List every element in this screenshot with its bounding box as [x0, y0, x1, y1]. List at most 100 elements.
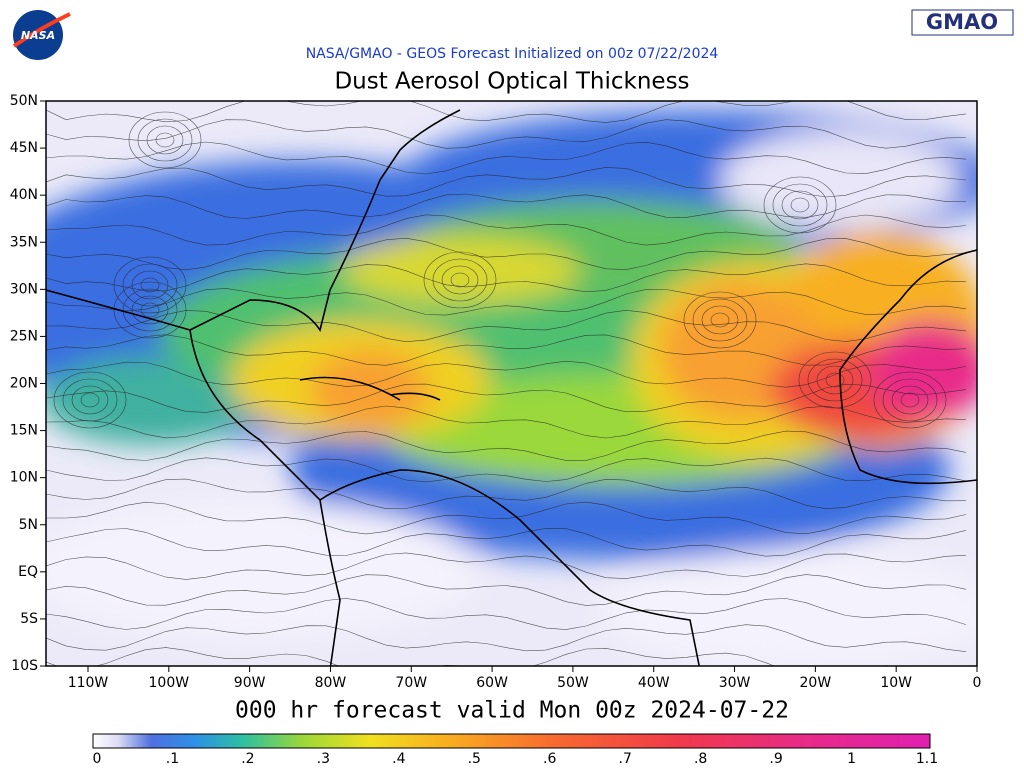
lon-label: 90W: [234, 675, 266, 691]
lon-label: 40W: [638, 675, 670, 691]
lat-label: 10S: [11, 658, 38, 674]
eddy: [825, 372, 845, 388]
lon-label: 0: [973, 675, 982, 691]
eddy: [131, 270, 169, 300]
lat-label: 45N: [10, 140, 38, 156]
lat-label: 40N: [10, 187, 38, 203]
colorbar: [92, 733, 931, 749]
colorbar-label: 1: [847, 751, 856, 767]
eddy: [882, 378, 938, 422]
eddy: [140, 277, 160, 293]
lon-label: 30W: [719, 675, 751, 691]
eddy: [450, 272, 470, 288]
streamline: [46, 574, 967, 606]
lon-label: 50W: [557, 675, 589, 691]
eddy: [873, 371, 947, 429]
eddy: [113, 256, 187, 314]
eddy: [807, 358, 863, 402]
colorbar-label: 1.1: [916, 751, 938, 767]
lat-label: 10N: [10, 470, 38, 486]
streamline: [46, 430, 967, 461]
colorbar-label: .8: [694, 751, 707, 767]
eddy: [131, 295, 169, 325]
eddy: [137, 118, 193, 162]
eddy: [140, 302, 160, 318]
lat-label: EQ: [18, 564, 38, 580]
streamline: [46, 214, 967, 246]
eddy: [772, 183, 828, 227]
eddy: [53, 371, 127, 429]
streamline: [46, 309, 967, 343]
lon-label: 20W: [800, 675, 832, 691]
eddy: [122, 263, 178, 307]
eddy: [423, 251, 497, 309]
streamline: [46, 598, 967, 630]
map-field: [46, 101, 977, 666]
eddy: [816, 365, 854, 395]
eddy: [128, 111, 202, 169]
lon-label: 70W: [395, 675, 427, 691]
gmao-logo: GMAO: [911, 9, 1014, 36]
streamline: [46, 334, 967, 366]
colorbar-label: .6: [543, 751, 556, 767]
eddy: [432, 258, 488, 302]
eddy: [798, 351, 872, 409]
title: Dust Aerosol Optical Thickness: [334, 69, 689, 95]
colorbar-label: .1: [166, 751, 179, 767]
colorbar-label: .3: [317, 751, 330, 767]
eddy: [763, 176, 837, 234]
eddy: [80, 392, 100, 408]
coastlines: [46, 109, 977, 666]
lon-label: 100W: [149, 675, 190, 691]
gmao-text: GMAO: [926, 10, 998, 34]
eddy: [683, 291, 757, 349]
lat-label: 35N: [10, 234, 38, 250]
eddy: [790, 197, 810, 213]
eddy: [155, 132, 175, 148]
streamline: [46, 405, 967, 439]
lat-label: 20N: [10, 376, 38, 392]
colorbar-label: .5: [468, 751, 481, 767]
valid-time: 000 hr forecast valid Mon 00z 2024-07-22: [235, 698, 789, 724]
streamline: [46, 141, 967, 175]
streamline: [46, 119, 967, 149]
lat-label: 30N: [10, 281, 38, 297]
streamline: [46, 647, 895, 666]
eddy: [122, 288, 178, 332]
streamline: [46, 501, 967, 535]
lat-axis: 50N 45N 40N 35N 30N 25N 20N 15N 10N 5N EQ 5S 10S: [10, 93, 46, 674]
nasa-logo: NASA: [12, 10, 71, 60]
eddy: [710, 312, 730, 328]
subtitle: NASA/GMAO - GEOS Forecast Initialized on…: [306, 46, 719, 62]
nasa-text: NASA: [21, 29, 55, 42]
lon-label: 110W: [68, 675, 109, 691]
streamline: [46, 237, 967, 271]
colorbar-label: .2: [241, 751, 254, 767]
colorbar-labels: 0 .1 .2 .3 .4 .5 .6 .7 .8 .9 1 1.1: [93, 751, 939, 767]
streamline: [46, 478, 967, 510]
eddy: [146, 125, 184, 155]
eddy: [441, 265, 479, 295]
streamline: [46, 263, 967, 293]
lat-label: 15N: [10, 423, 38, 439]
lat-label: 50N: [10, 93, 38, 109]
colorbar-label: .7: [619, 751, 632, 767]
eddy: [781, 190, 819, 220]
streamline: [46, 383, 967, 413]
eddy: [62, 378, 118, 422]
eddy: [891, 385, 929, 415]
streamline: [46, 624, 967, 652]
eddy: [701, 305, 739, 335]
eddy: [113, 281, 187, 339]
lat-label: 5S: [20, 611, 38, 627]
eddy: [71, 385, 109, 415]
lat-label: 5N: [19, 517, 38, 533]
streamline: [46, 193, 967, 219]
lon-label: 80W: [315, 675, 347, 691]
colorbar-label: .9: [769, 751, 782, 767]
streamline: [46, 552, 967, 580]
eddy: [900, 392, 920, 408]
eddy: [692, 298, 748, 342]
streamline: [46, 527, 967, 557]
